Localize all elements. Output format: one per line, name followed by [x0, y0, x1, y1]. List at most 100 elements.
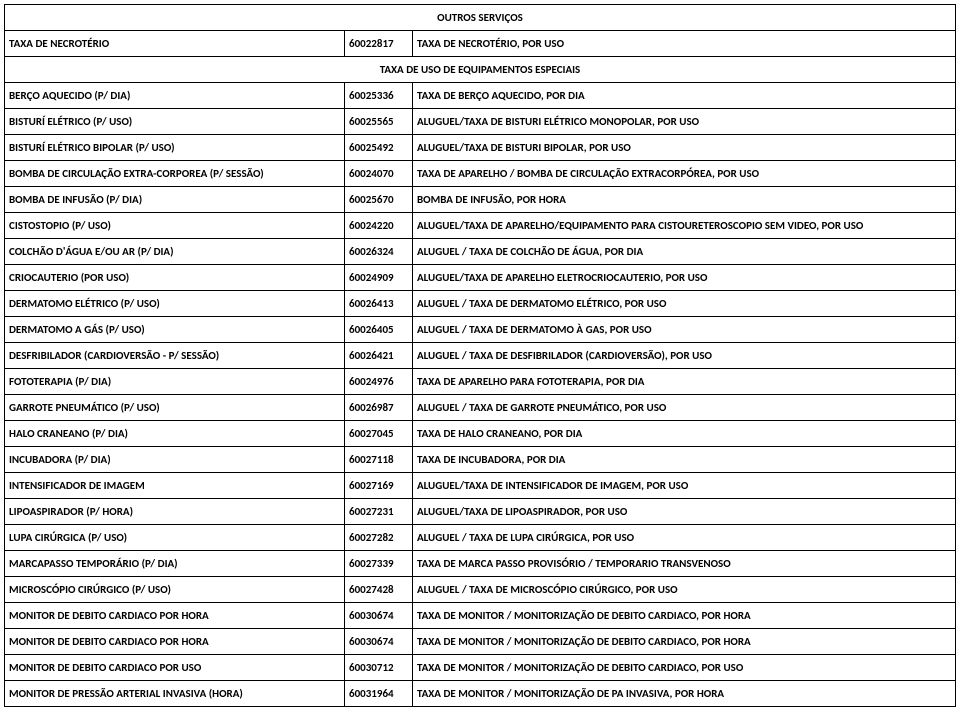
cell-desc: ALUGUEL/TAXA DE LIPOASPIRADOR, POR USO [413, 499, 956, 525]
table-row: LUPA CIRÚRGICA (P/ USO)60027282ALUGUEL /… [5, 525, 956, 551]
table-row: CRIOCAUTERIO (POR USO)60024909ALUGUEL/TA… [5, 265, 956, 291]
cell-desc: TAXA DE APARELHO PARA FOTOTERAPIA, POR D… [413, 369, 956, 395]
cell-name: FOTOTERAPIA (P/ DIA) [5, 369, 345, 395]
cell-code: 60024070 [345, 161, 413, 187]
cell-code: 60026324 [345, 239, 413, 265]
table-row: BISTURÍ ELÉTRICO (P/ USO)60025565ALUGUEL… [5, 109, 956, 135]
cell-desc: ALUGUEL/TAXA DE BISTURI BIPOLAR, POR USO [413, 135, 956, 161]
cell-desc: TAXA DE MONITOR / MONITORIZAÇÃO DE DEBIT… [413, 603, 956, 629]
cell-desc: BOMBA DE INFUSÃO, POR HORA [413, 187, 956, 213]
table-row: LIPOASPIRADOR (P/ HORA)60027231ALUGUEL/T… [5, 499, 956, 525]
table-row: MONITOR DE PRESSÃO ARTERIAL INVASIVA (HO… [5, 681, 956, 707]
cell-desc: ALUGUEL/TAXA DE BISTURI ELÉTRICO MONOPOL… [413, 109, 956, 135]
cell-desc: ALUGUEL / TAXA DE MICROSCÓPIO CIRÚRGICO,… [413, 577, 956, 603]
section1-title: OUTROS SERVIÇOS [5, 5, 956, 31]
table-row: DERMATOMO A GÁS (P/ USO)60026405ALUGUEL … [5, 317, 956, 343]
cell-name: BISTURÍ ELÉTRICO (P/ USO) [5, 109, 345, 135]
cell-name: DERMATOMO ELÉTRICO (P/ USO) [5, 291, 345, 317]
cell-name: MARCAPASSO TEMPORÁRIO (P/ DIA) [5, 551, 345, 577]
cell-code: 60026413 [345, 291, 413, 317]
cell-desc: TAXA DE APARELHO / BOMBA DE CIRCULAÇÃO E… [413, 161, 956, 187]
cell-code: 60027045 [345, 421, 413, 447]
cell-name: BOMBA DE CIRCULAÇÃO EXTRA-CORPOREA (P/ S… [5, 161, 345, 187]
cell-desc: ALUGUEL / TAXA DE GARROTE PNEUMÁTICO, PO… [413, 395, 956, 421]
cell-name: COLCHÃO D'ÁGUA E/OU AR (P/ DIA) [5, 239, 345, 265]
table-row: DERMATOMO ELÉTRICO (P/ USO)60026413ALUGU… [5, 291, 956, 317]
table-row: MICROSCÓPIO CIRÚRGICO (P/ USO)60027428AL… [5, 577, 956, 603]
cell-desc: ALUGUEL / TAXA DE DESFIBRILADOR (CARDIOV… [413, 343, 956, 369]
table-row: MONITOR DE DEBITO CARDIACO POR HORA60030… [5, 603, 956, 629]
section-header-row: OUTROS SERVIÇOS [5, 5, 956, 31]
cell-name: MICROSCÓPIO CIRÚRGICO (P/ USO) [5, 577, 345, 603]
cell-desc: TAXA DE INCUBADORA, POR DIA [413, 447, 956, 473]
cell-name: TAXA DE NECROTÉRIO [5, 31, 345, 57]
table-row: HALO CRANEANO (P/ DIA)60027045TAXA DE HA… [5, 421, 956, 447]
cell-desc: ALUGUEL/TAXA DE APARELHO ELETROCRIOCAUTE… [413, 265, 956, 291]
cell-desc: TAXA DE MARCA PASSO PROVISÓRIO / TEMPORA… [413, 551, 956, 577]
cell-code: 60026987 [345, 395, 413, 421]
cell-code: 60025670 [345, 187, 413, 213]
cell-name: INCUBADORA (P/ DIA) [5, 447, 345, 473]
cell-name: MONITOR DE DEBITO CARDIACO POR HORA [5, 629, 345, 655]
table-row: MONITOR DE DEBITO CARDIACO POR USO600307… [5, 655, 956, 681]
cell-name: MONITOR DE DEBITO CARDIACO POR USO [5, 655, 345, 681]
cell-code: 60027169 [345, 473, 413, 499]
cell-desc: TAXA DE HALO CRANEANO, POR DIA [413, 421, 956, 447]
cell-code: 60024220 [345, 213, 413, 239]
cell-code: 60030712 [345, 655, 413, 681]
cell-desc: ALUGUEL/TAXA DE APARELHO/EQUIPAMENTO PAR… [413, 213, 956, 239]
cell-code: 60024909 [345, 265, 413, 291]
cell-desc: ALUGUEL / TAXA DE DERMATOMO À GAS, POR U… [413, 317, 956, 343]
cell-name: LUPA CIRÚRGICA (P/ USO) [5, 525, 345, 551]
cell-desc: TAXA DE BERÇO AQUECIDO, POR DIA [413, 83, 956, 109]
cell-name: CRIOCAUTERIO (POR USO) [5, 265, 345, 291]
cell-desc: ALUGUEL / TAXA DE DERMATOMO ELÉTRICO, PO… [413, 291, 956, 317]
cell-code: 60025565 [345, 109, 413, 135]
cell-name: INTENSIFICADOR DE IMAGEM [5, 473, 345, 499]
table-row: MARCAPASSO TEMPORÁRIO (P/ DIA)60027339TA… [5, 551, 956, 577]
cell-name: MONITOR DE DEBITO CARDIACO POR HORA [5, 603, 345, 629]
cell-code: 60027428 [345, 577, 413, 603]
cell-code: 60025336 [345, 83, 413, 109]
table-row: BOMBA DE CIRCULAÇÃO EXTRA-CORPOREA (P/ S… [5, 161, 956, 187]
table-row: INCUBADORA (P/ DIA)60027118TAXA DE INCUB… [5, 447, 956, 473]
cell-code: 60022817 [345, 31, 413, 57]
cell-name: HALO CRANEANO (P/ DIA) [5, 421, 345, 447]
table-row: MONITOR DE DEBITO CARDIACO POR HORA60030… [5, 629, 956, 655]
table-row: BERÇO AQUECIDO (P/ DIA)60025336TAXA DE B… [5, 83, 956, 109]
table-row: BISTURÍ ELÉTRICO BIPOLAR (P/ USO)6002549… [5, 135, 956, 161]
cell-desc: TAXA DE NECROTÉRIO, POR USO [413, 31, 956, 57]
cell-code: 60024976 [345, 369, 413, 395]
cell-name: DESFRIBILADOR (CARDIOVERSÃO - P/ SESSÃO) [5, 343, 345, 369]
cell-name: BISTURÍ ELÉTRICO BIPOLAR (P/ USO) [5, 135, 345, 161]
cell-desc: ALUGUEL / TAXA DE LUPA CIRÚRGICA, POR US… [413, 525, 956, 551]
cell-code: 60027118 [345, 447, 413, 473]
cell-code: 60027231 [345, 499, 413, 525]
table-row: DESFRIBILADOR (CARDIOVERSÃO - P/ SESSÃO)… [5, 343, 956, 369]
table-row: FOTOTERAPIA (P/ DIA)60024976TAXA DE APAR… [5, 369, 956, 395]
cell-name: LIPOASPIRADOR (P/ HORA) [5, 499, 345, 525]
cell-code: 60026405 [345, 317, 413, 343]
section2-title: TAXA DE USO DE EQUIPAMENTOS ESPECIAIS [5, 57, 956, 83]
cell-name: CISTOSTOPIO (P/ USO) [5, 213, 345, 239]
cell-code: 60025492 [345, 135, 413, 161]
cell-name: BOMBA DE INFUSÃO (P/ DIA) [5, 187, 345, 213]
table-row: COLCHÃO D'ÁGUA E/OU AR (P/ DIA)60026324A… [5, 239, 956, 265]
cell-name: DERMATOMO A GÁS (P/ USO) [5, 317, 345, 343]
table-row: TAXA DE NECROTÉRIO 60022817 TAXA DE NECR… [5, 31, 956, 57]
cell-desc: ALUGUEL / TAXA DE COLCHÃO DE ÁGUA, POR D… [413, 239, 956, 265]
cell-desc: TAXA DE MONITOR / MONITORIZAÇÃO DE DEBIT… [413, 629, 956, 655]
cell-code: 60026421 [345, 343, 413, 369]
table-row: INTENSIFICADOR DE IMAGEM60027169ALUGUEL/… [5, 473, 956, 499]
table-row: BOMBA DE INFUSÃO (P/ DIA)60025670BOMBA D… [5, 187, 956, 213]
cell-name: MONITOR DE PRESSÃO ARTERIAL INVASIVA (HO… [5, 681, 345, 707]
section-header-row: TAXA DE USO DE EQUIPAMENTOS ESPECIAIS [5, 57, 956, 83]
cell-code: 60027339 [345, 551, 413, 577]
cell-desc: TAXA DE MONITOR / MONITORIZAÇÃO DE PA IN… [413, 681, 956, 707]
table-row: GARROTE PNEUMÁTICO (P/ USO)60026987ALUGU… [5, 395, 956, 421]
cell-name: GARROTE PNEUMÁTICO (P/ USO) [5, 395, 345, 421]
cell-code: 60030674 [345, 603, 413, 629]
cell-code: 60027282 [345, 525, 413, 551]
cell-desc: TAXA DE MONITOR / MONITORIZAÇÃO DE DEBIT… [413, 655, 956, 681]
cell-desc: ALUGUEL/TAXA DE INTENSIFICADOR DE IMAGEM… [413, 473, 956, 499]
